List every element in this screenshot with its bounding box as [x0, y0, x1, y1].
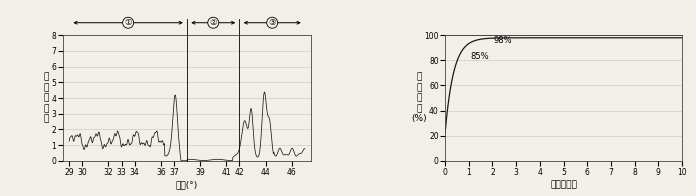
X-axis label: 地形起伏度: 地形起伏度	[550, 180, 577, 189]
Y-axis label: 地
形
起
伏
度: 地 形 起 伏 度	[43, 73, 49, 123]
Y-axis label: 人
口
比
例
(%): 人 口 比 例 (%)	[411, 73, 427, 123]
Text: ③: ③	[269, 18, 276, 27]
Text: 98%: 98%	[493, 36, 512, 45]
Text: ②: ②	[209, 18, 217, 27]
X-axis label: 纬度(°): 纬度(°)	[176, 180, 198, 189]
Text: 85%: 85%	[470, 52, 489, 61]
Text: ①: ①	[125, 18, 132, 27]
